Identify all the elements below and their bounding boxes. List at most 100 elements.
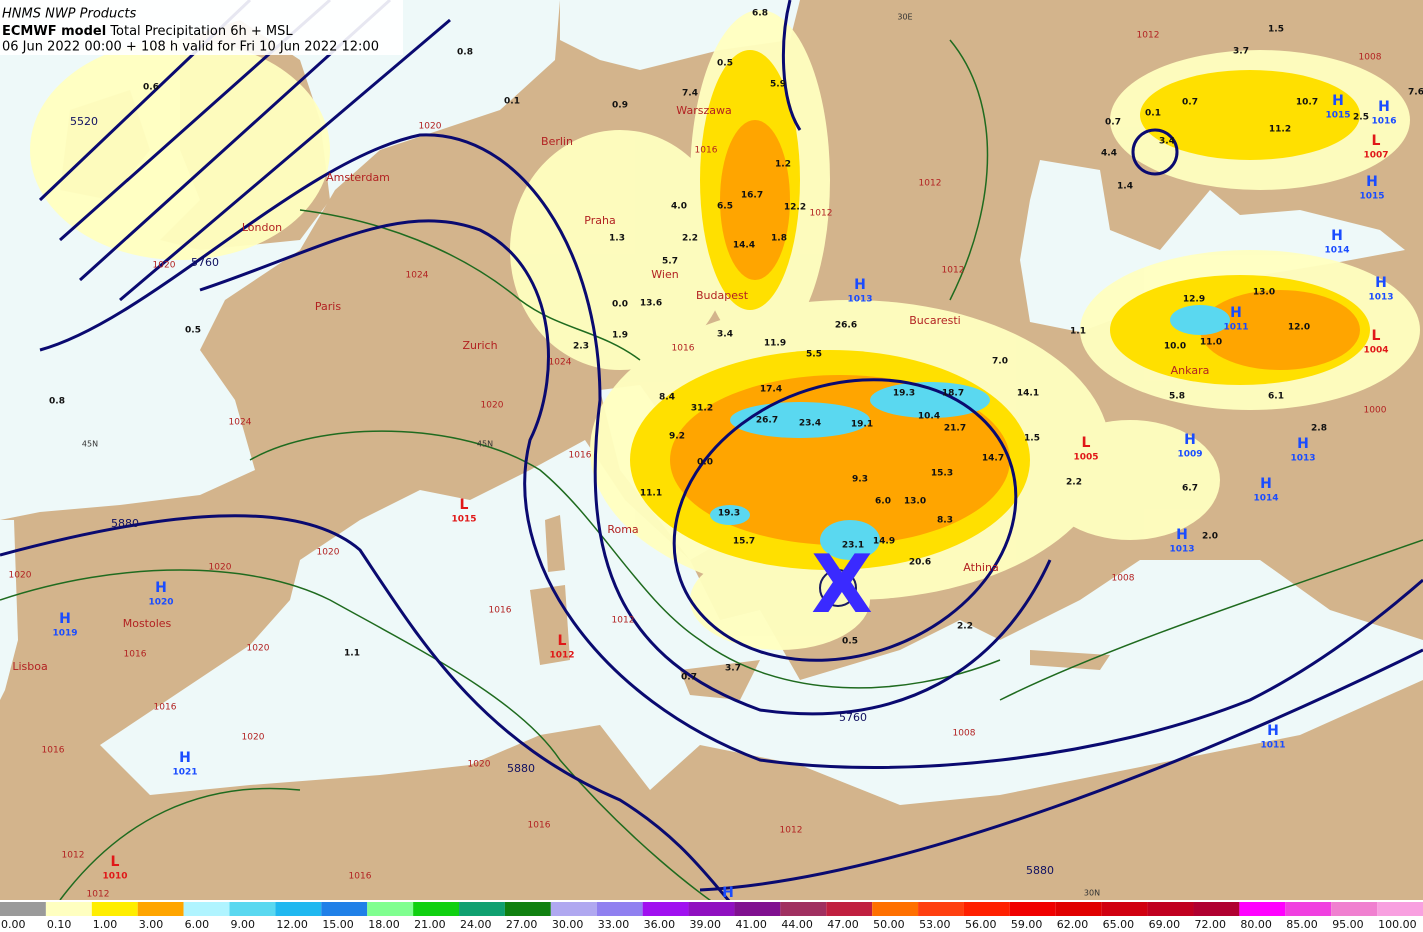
legend-label: 9.00 <box>231 918 256 931</box>
header-source: HNMS NWP Products <box>2 7 137 22</box>
isobar-label: 1016 <box>528 821 551 831</box>
precip-value: 31.2 <box>691 404 713 414</box>
pressure-center-value: 1015 <box>1359 192 1384 202</box>
precip-value: 23.4 <box>799 419 821 429</box>
height-label: 5880 <box>1026 864 1054 877</box>
isobar-label: 1020 <box>481 401 504 411</box>
precip-value: 26.6 <box>835 321 857 331</box>
city-name: Bucaresti <box>909 314 960 327</box>
precip-value: 2.0 <box>1202 532 1218 542</box>
legend-label: 18.00 <box>368 918 400 931</box>
pressure-center-value: 1010 <box>102 872 127 882</box>
precip-value: 5.8 <box>1169 392 1185 402</box>
pressure-center-letter: H <box>1366 174 1378 190</box>
precip-value: 14.4 <box>733 241 755 251</box>
legend-label: 95.00 <box>1332 918 1364 931</box>
pressure-center-letter: L <box>1082 435 1091 451</box>
pressure-center-value: 1013 <box>847 295 872 305</box>
isobar-label: 1016 <box>42 746 65 756</box>
legend-label: 50.00 <box>873 918 905 931</box>
graticule-label: 30E <box>897 13 912 22</box>
pressure-center-value: 1013 <box>1169 545 1194 555</box>
precip-value: 17.4 <box>760 385 782 395</box>
legend-label: 24.00 <box>460 918 492 931</box>
height-label: 5760 <box>191 256 219 269</box>
precip-value: 7.0 <box>992 357 1008 367</box>
precip-value: 11.1 <box>640 489 662 499</box>
isobar-label: 1000 <box>1364 406 1387 416</box>
city-name: Zurich <box>462 339 497 352</box>
isobar-label: 1012 <box>1137 31 1160 41</box>
header-valid: 06 Jun 2022 00:00 + 108 h valid for Fri … <box>2 40 379 55</box>
precip-value: 2.2 <box>682 234 698 244</box>
precip-value: 12.2 <box>784 203 806 213</box>
marker-ring <box>819 569 857 607</box>
precip-value: 2.5 <box>1353 113 1369 123</box>
precip-value: 2.8 <box>1311 424 1327 434</box>
precip-value: 15.3 <box>931 469 953 479</box>
header-field: Total Precipitation 6h + MSL <box>109 24 293 39</box>
isobar-label: 1012 <box>942 266 965 276</box>
height-label: 5760 <box>839 711 867 724</box>
legend-swatch <box>1147 902 1194 916</box>
labels: Berlin Warszawa Amsterdam London Praha Wien Bu… <box>9 9 1423 900</box>
pressure-center-value: 1004 <box>1363 346 1388 356</box>
precip-value: 20.6 <box>909 558 931 568</box>
precip-value: 1.9 <box>612 331 628 341</box>
legend-swatch <box>1101 902 1148 916</box>
isobar-label: 1024 <box>229 418 252 428</box>
legend-label: 72.00 <box>1194 918 1226 931</box>
legend-label: 30.00 <box>552 918 584 931</box>
pressure-center-value: 1007 <box>1363 151 1388 161</box>
height-label: 5520 <box>70 115 98 128</box>
pressure-center-letter: L <box>1372 133 1381 149</box>
isobar-label: 1008 <box>1359 53 1382 63</box>
pressure-center-letter: H <box>1332 93 1344 109</box>
precip-value: 5.9 <box>770 80 786 90</box>
precip-value: 5.7 <box>662 257 678 267</box>
pressure-center-letter: L <box>1372 328 1381 344</box>
precip-value: 1.5 <box>1024 434 1040 444</box>
precip-value: 1.1 <box>344 649 360 659</box>
precip-value: 1.5 <box>1268 25 1284 35</box>
precip-value: 2.2 <box>957 622 973 632</box>
precip-value: 0.8 <box>49 397 65 407</box>
isobar-label: 1008 <box>1112 574 1135 584</box>
legend-swatch <box>275 902 322 916</box>
isobar-label: 1012 <box>919 179 942 189</box>
legend-label: 3.00 <box>139 918 164 931</box>
precip-value: 6.0 <box>875 497 891 507</box>
precip-value: 14.1 <box>1017 389 1039 399</box>
pressure-center-value: 1009 <box>1177 450 1202 460</box>
isobar-label: 1012 <box>612 616 635 626</box>
isobar-label: 1016 <box>695 146 718 156</box>
pressure-center-value: 1019 <box>52 629 77 639</box>
isobar-label: 1020 <box>468 760 491 770</box>
legend-swatch <box>45 902 92 916</box>
precip-value: 14.7 <box>982 454 1004 464</box>
precip-value: 13.6 <box>640 299 662 309</box>
pressure-center-value: 1020 <box>148 598 173 608</box>
isobar-label: 1020 <box>419 122 442 132</box>
header-box <box>0 0 403 55</box>
legend-label: 15.00 <box>322 918 354 931</box>
precip-value: 0.0 <box>612 300 628 310</box>
precip-value: 10.4 <box>918 412 940 422</box>
precip-value: 1.2 <box>775 160 791 170</box>
pressure-center-letter: H <box>1260 476 1272 492</box>
legend-swatch <box>1377 902 1423 916</box>
precipitation-areas <box>30 10 1420 650</box>
precip-value: 13.0 <box>1253 288 1275 298</box>
pressure-center-letter: H <box>1267 723 1279 739</box>
city-name: Berlin <box>541 135 573 148</box>
legend-label: 0.10 <box>47 918 72 931</box>
precip-value: 11.2 <box>1269 125 1291 135</box>
isobar-label: 1008 <box>953 729 976 739</box>
pressure-center-value: 1011 <box>1260 741 1285 751</box>
precip-value: 19.3 <box>718 509 740 519</box>
legend-swatch <box>229 902 276 916</box>
precip-value: 6.8 <box>752 9 768 19</box>
isobar-label: 1020 <box>242 733 265 743</box>
isobar-label: 1012 <box>780 826 803 836</box>
precip-value: 16.7 <box>741 191 763 201</box>
